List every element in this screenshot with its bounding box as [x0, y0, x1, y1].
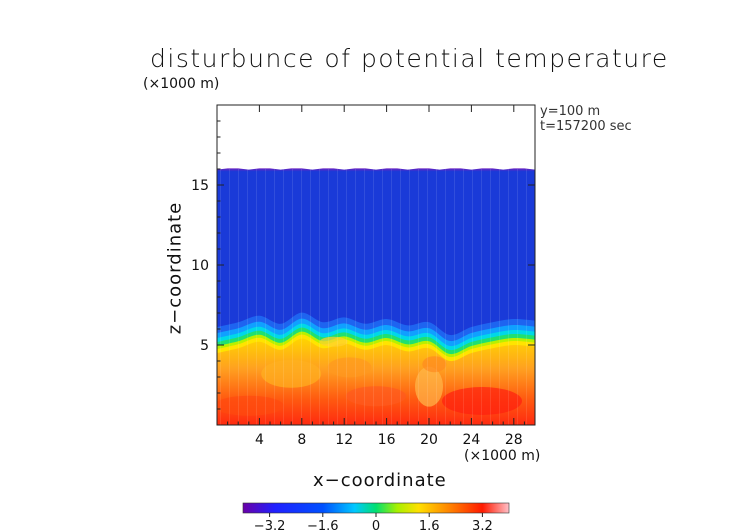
- colorbar-tick-label: 3.2: [472, 519, 493, 532]
- x-tick-label: 24: [462, 432, 480, 448]
- x-tick-label: 28: [505, 432, 523, 448]
- x-tick-label: 12: [335, 432, 353, 448]
- y-tick-label: 10: [191, 258, 209, 274]
- x-axis-label: x−coordinate: [313, 470, 447, 491]
- chart-title: disturbunce of potential temperature: [150, 44, 669, 73]
- x-tick-label: 8: [297, 432, 306, 448]
- colorbar-tick-label: −1.6: [307, 519, 339, 532]
- y-tick-label: 5: [200, 338, 209, 354]
- colorbar-tick-label: 0: [372, 519, 380, 532]
- x-tick-label: 16: [378, 432, 396, 448]
- axis-scale-note: (×1000 m): [143, 76, 220, 92]
- y-tick-label: 15: [191, 178, 209, 194]
- meta-line-y: y=100 m: [540, 104, 601, 119]
- field-texture: [217, 169, 535, 425]
- colorbar: [242, 502, 510, 514]
- x-tick-label: 20: [420, 432, 438, 448]
- y-axis-label: z−coordinate: [164, 201, 186, 335]
- colorbar-tick-label: 1.6: [419, 519, 440, 532]
- x-axis-unit: (×1000 m): [464, 448, 541, 464]
- x-tick-label: 4: [255, 432, 264, 448]
- meta-line-time: t=157200 sec: [540, 119, 632, 134]
- colorbar-tick-label: −3.2: [254, 519, 286, 532]
